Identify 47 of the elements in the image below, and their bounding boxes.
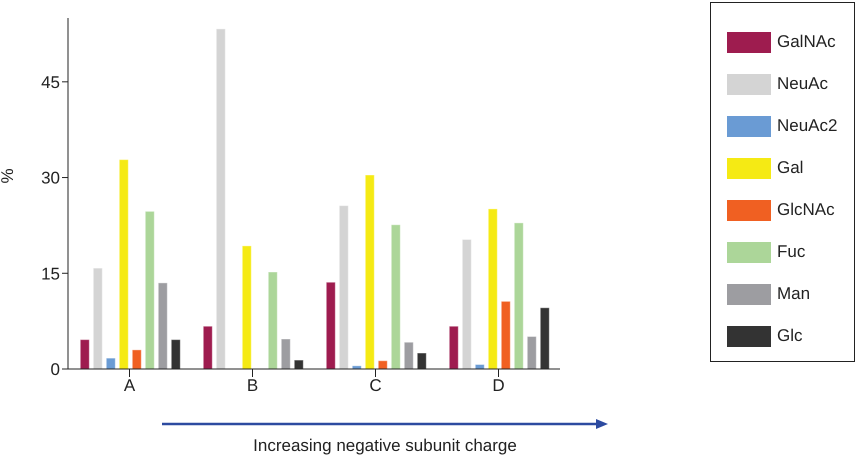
- y-tick-label: 30: [41, 168, 60, 188]
- y-tick-label: 45: [41, 72, 60, 92]
- x-tick-label: D: [492, 376, 505, 396]
- legend-label: Man: [777, 284, 810, 304]
- legend-label: Gal: [777, 158, 804, 178]
- bar: [144, 210, 155, 369]
- bar: [474, 364, 485, 369]
- bar: [80, 339, 90, 369]
- bar: [338, 205, 349, 369]
- legend-label: GlcNAc: [777, 200, 835, 220]
- bar: [378, 360, 388, 369]
- legend-label: Fuc: [777, 242, 806, 262]
- bar: [488, 208, 498, 369]
- bar: [364, 174, 375, 369]
- bar: [500, 300, 511, 369]
- x-axis-title: Increasing negative subunit charge: [252, 436, 518, 456]
- legend-label: NeuAc2: [777, 116, 838, 136]
- bar: [294, 360, 304, 369]
- y-axis-title: %: [0, 168, 18, 184]
- bar: [268, 271, 278, 369]
- y-tick-label: 15: [41, 264, 60, 284]
- x-tick-label: A: [124, 376, 136, 396]
- legend-label: NeuAc: [777, 74, 828, 94]
- y-tick-label: 0: [50, 360, 60, 380]
- bar: [106, 358, 116, 369]
- bar: [416, 352, 427, 369]
- bar: [242, 245, 252, 369]
- legend-label: Glc: [777, 326, 802, 346]
- bar: [514, 222, 524, 369]
- legend-label: GalNAc: [777, 32, 836, 52]
- bar: [540, 307, 550, 369]
- bar: [462, 238, 472, 369]
- bar: [280, 338, 291, 369]
- x-tick-label: C: [369, 376, 382, 396]
- bar: [170, 339, 181, 369]
- bar: [118, 159, 129, 369]
- bar: [404, 342, 414, 369]
- bar: [326, 282, 336, 369]
- bar: [448, 326, 459, 369]
- x-tick-label: B: [246, 376, 258, 396]
- bar: [92, 268, 103, 369]
- bar: [132, 349, 142, 369]
- bar: [202, 326, 213, 369]
- bar: [158, 282, 168, 369]
- bar: [526, 336, 537, 369]
- bar: [216, 28, 226, 369]
- bar: [390, 224, 401, 369]
